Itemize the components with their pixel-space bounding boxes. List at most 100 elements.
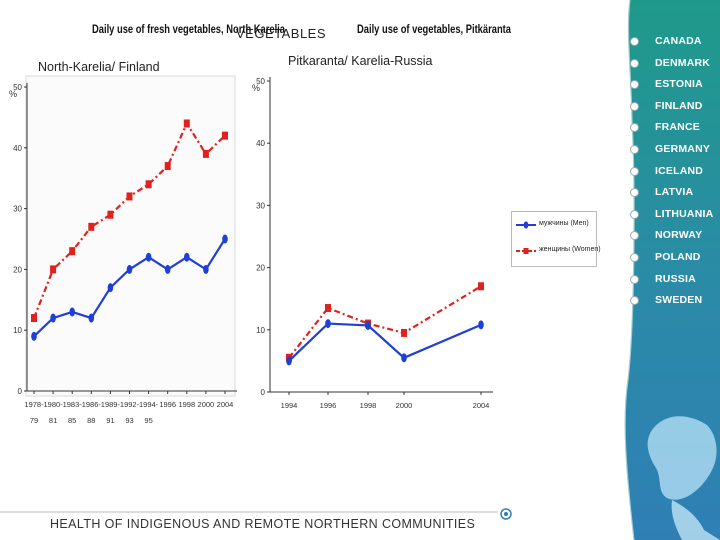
data-point-women [222,131,228,140]
country-item-lithuania[interactable]: LITHUANIA [655,207,714,220]
country-item-norway[interactable]: NORWAY [655,229,703,242]
page-title: VEGETABLES [236,26,327,41]
x-tick-label: 1992- [120,400,140,409]
footer-rule [0,508,512,520]
country-item-finland[interactable]: FINLAND [655,99,703,112]
data-point-men [184,252,190,262]
data-point-men [69,307,75,317]
sidebar-background [625,0,720,540]
data-point-men [50,313,56,323]
country-bullet-icon [630,296,639,306]
country-item-canada[interactable]: CANADA [655,35,702,47]
country-bullet-icon [630,231,639,241]
data-point-men [222,234,228,244]
country-bullet-icon [630,80,639,90]
country-bullet-icon [630,58,639,68]
country-item-denmark[interactable]: DENMARK [655,56,711,69]
data-point-men [401,353,407,363]
right-chart-subtitle: Pitkaranta/ Karelia-Russia [288,54,433,68]
series-line-men [288,322,482,362]
footer-target-icon [500,508,512,520]
data-point-men [325,319,331,329]
data-point-women [164,162,171,171]
x-tick-label-line2: 81 [49,416,57,425]
data-point-women [401,328,407,337]
x-tick-label: 1998 [360,401,377,410]
x-tick-label: 1980- [44,400,64,409]
data-point-women [107,210,114,219]
data-point-women [88,222,95,231]
chart-legend: мужчины (Men) женщины (Women) [511,211,601,267]
left-chart: % 0 10 20 30 40 50 1978- 79 1980- 81 1983- 85 1986- 88… [9,75,237,425]
y-tick-label: 10 [13,326,22,335]
left-chart-title: Daily use of fresh vegetables, North Kar… [92,22,285,36]
data-point-women [69,247,76,256]
x-tick-label: 1996 [320,401,337,410]
country-item-germany[interactable]: GERMANY [655,143,711,155]
y-axis-label: % [252,83,260,93]
data-point-men [107,283,114,293]
country-item-poland[interactable]: POLAND [655,251,701,263]
y-tick-label: 0 [261,388,266,397]
y-tick-label: 20 [13,265,22,274]
y-tick-label: 50 [13,83,22,92]
x-tick-label: 1986- [82,400,102,409]
legend-men-label: мужчины (Men) [539,220,589,227]
country-bullet-icon [630,188,639,198]
x-tick-label-line2: 79 [30,416,38,425]
country-bullet-icon [630,274,639,284]
data-point-women [50,265,57,274]
country-item-sweden[interactable]: SWEDEN [655,294,703,307]
legend-men-marker [523,221,529,229]
country-item-estonia[interactable]: ESTONIA [655,78,703,91]
x-tick-label: 2000 [198,400,215,409]
country-bullet-icon [630,123,639,133]
y-tick-label: 10 [256,326,265,335]
country-bullet-icon [630,101,639,111]
country-bullet-icon [630,253,639,262]
x-tick-label: 2000 [396,401,413,410]
y-tick-label: 40 [13,144,22,153]
footer-title: HEALTH OF INDIGENOUS AND REMOTE NORTHERN… [50,517,476,531]
data-point-men [365,320,371,330]
data-point-men [478,320,484,330]
x-tick-label-line2: 93 [125,416,133,425]
x-tick-label: 2004 [217,400,234,409]
country-item-france[interactable]: FRANCE [655,121,700,134]
data-point-men [145,252,152,262]
country-item-latvia[interactable]: LATVIA [655,186,694,199]
left-plot-frame [25,75,236,397]
data-point-women [183,119,190,128]
x-tick-label: 2004 [473,401,490,410]
data-point-women [325,304,331,313]
data-point-men [164,264,171,274]
map-landmass-south [671,500,720,540]
map-landmass [647,416,717,500]
x-tick-label: 1978- [24,400,44,409]
country-bullet-icon [630,145,639,154]
x-tick-label-line2: 91 [106,416,114,425]
data-point-women [478,282,484,291]
data-point-men [31,331,37,341]
y-tick-label: 0 [18,387,23,396]
data-point-women [202,149,209,158]
data-point-women [145,180,152,189]
country-item-russia[interactable]: RUSSIA [655,272,696,285]
y-tick-label: 40 [256,139,265,148]
x-tick-label: 1998 [178,400,195,409]
data-point-men [88,313,95,323]
data-point-women [126,192,133,201]
data-point-men [203,264,209,274]
x-tick-label: 1983- [63,400,83,409]
data-point-women [31,314,37,323]
y-tick-label: 30 [13,205,22,214]
country-bullet-icon [630,37,639,46]
series-line-women [288,285,482,359]
country-item-iceland[interactable]: ICELAND [655,164,704,177]
right-chart: % 0 10 20 30 40 50 1994 1996 1998 2000 2004 [252,77,493,410]
country-bullet-icon [630,166,639,176]
country-bullet-icon [630,209,639,219]
y-tick-label: 30 [256,201,265,210]
y-tick-label: 20 [256,264,265,273]
right-chart-title: Daily use of vegetables, Pitkäranta [357,22,511,36]
